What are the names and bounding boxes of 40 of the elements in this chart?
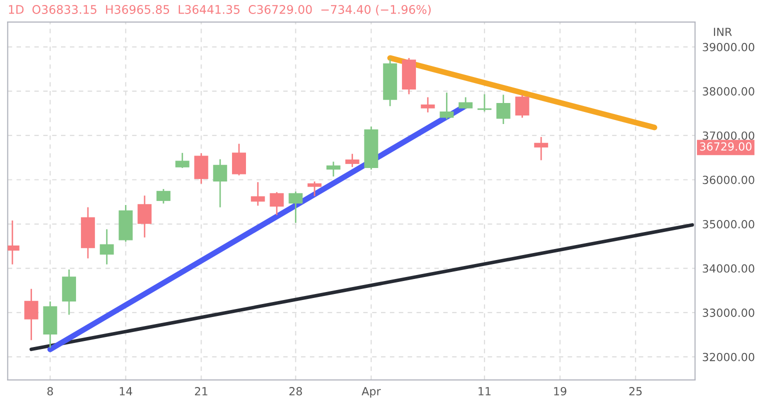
y-tick-label: 37000.00 <box>702 131 754 140</box>
candlestick <box>270 191 284 216</box>
candlestick <box>194 152 208 184</box>
candlestick <box>100 228 114 266</box>
candlestick <box>213 158 228 208</box>
candlestick <box>232 143 246 176</box>
x-tick-label: Apr <box>362 387 381 398</box>
candlestick <box>175 152 190 169</box>
y-tick-label: 35000.00 <box>702 220 754 228</box>
x-tick-label: 11 <box>478 387 491 396</box>
candlestick <box>534 136 548 161</box>
candlestick <box>345 153 360 168</box>
candlestick <box>440 92 454 120</box>
candlestick <box>308 180 322 197</box>
candlestick <box>515 94 530 118</box>
text: 36729.00 <box>700 142 752 151</box>
y-tick-label: 34000.00 <box>702 264 754 273</box>
candlestick <box>496 94 510 125</box>
x-tick-label: 14 <box>120 387 132 396</box>
candlestick <box>478 94 492 112</box>
x-tick-label: 28 <box>289 387 302 396</box>
candlestick <box>288 190 303 224</box>
chart-title: 1D O36833.15 H36965.85 L36441.35 C36729.00 −734.40 (−1.96%) <box>8 4 431 16</box>
candlestick <box>326 160 340 178</box>
candlestick <box>156 188 170 204</box>
candlestick <box>138 194 152 238</box>
x-tick-label: 19 <box>554 387 566 396</box>
candlestick <box>250 181 265 206</box>
y-axis-title: INR <box>714 28 732 36</box>
y-tick-label: 32000.00 <box>702 352 754 362</box>
y-tick-label: 36000.00 <box>702 176 754 184</box>
x-tick-label: 25 <box>629 387 642 396</box>
x-tick-label: 21 <box>194 387 208 396</box>
y-tick-label: 38000.00 <box>702 87 754 96</box>
candlestick <box>458 96 473 110</box>
y-tick-label: 33000.00 <box>702 308 754 317</box>
y-tick-label: 39000.00 <box>702 42 754 52</box>
candlestick <box>24 288 38 341</box>
candlestick <box>420 96 435 114</box>
x-tick-label: 8 <box>47 387 53 396</box>
